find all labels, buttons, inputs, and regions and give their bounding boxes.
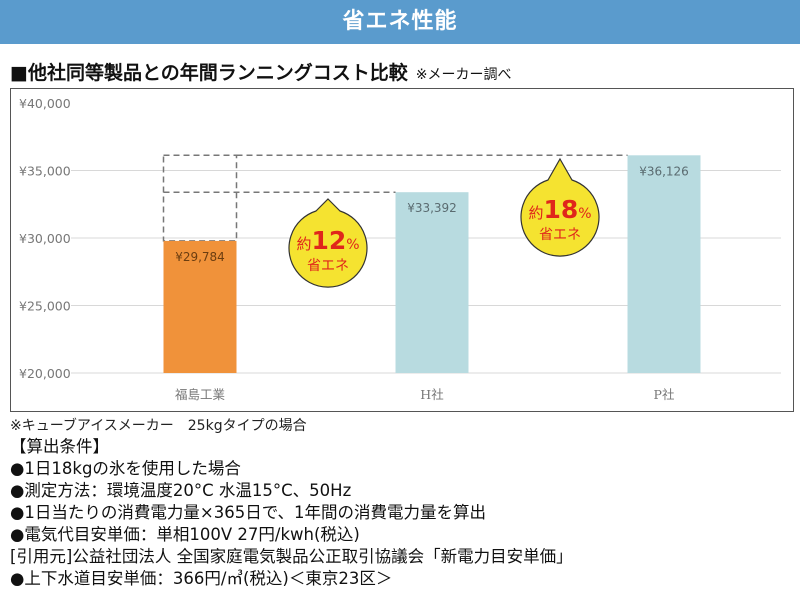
- y-tick-label: ¥40,000: [19, 96, 71, 111]
- chart-heading-note: ※メーカー調べ: [415, 67, 512, 83]
- chart-heading: ■他社同等製品との年間ランニングコスト比較 ※メーカー調べ: [10, 58, 512, 85]
- condition-line: ●上下水道目安単価：366円/㎥(税込)＜東京23区＞: [10, 569, 393, 588]
- bar-value-label: ¥29,784: [175, 250, 225, 264]
- condition-line: ●1日18kgの氷を使用した場合: [10, 459, 241, 478]
- condition-heading: 【算出条件】: [10, 437, 109, 456]
- condition-line: ●電気代目安単価：単相100V 27円/kwh(税込): [10, 525, 360, 544]
- condition-line: [引用元]公益社団法人 全国家庭電気製品公正取引協議会「新電力目安単価」: [10, 547, 573, 566]
- savings-caption: 省エネ: [307, 258, 349, 274]
- bar-value-label: ¥33,392: [407, 201, 457, 215]
- savings-percent-label: 約18%: [528, 195, 591, 224]
- y-tick-label: ¥35,000: [19, 164, 71, 179]
- y-tick-label: ¥20,000: [19, 366, 71, 381]
- banner-title: 省エネ性能: [342, 9, 458, 34]
- savings-bubble: [520, 157, 600, 257]
- bar-chart: ¥20,000 ¥25,000 ¥30,000 ¥35,000 ¥40,000 ¥29,7…: [19, 96, 781, 402]
- bar: [395, 192, 469, 373]
- savings-percent-label: 約12%: [296, 226, 359, 255]
- y-tick-label: ¥25,000: [19, 299, 71, 314]
- savings-caption: 省エネ: [539, 227, 581, 243]
- x-tick-label: P社: [654, 387, 675, 402]
- condition-line: ●1日当たりの消費電力量×365日で、1年間の消費電力量を算出: [10, 503, 487, 522]
- reference-box: [162, 154, 238, 242]
- page-banner: 省エネ性能: [0, 0, 800, 44]
- condition-line: ●測定方法：環境温度20°C 水温15°C、50Hz: [10, 481, 352, 500]
- footer-notes: ※キューブアイスメーカー 25kgタイプの場合 【算出条件】 ●1日18kgの氷…: [10, 416, 800, 590]
- bar: [163, 240, 237, 373]
- bar-value-label: ¥36,126: [639, 164, 689, 178]
- y-tick-label: ¥30,000: [19, 231, 71, 246]
- chart-heading-text: ■他社同等製品との年間ランニングコスト比較: [10, 62, 408, 84]
- chart-container: ¥20,000 ¥25,000 ¥30,000 ¥35,000 ¥40,000 ¥29,7…: [10, 88, 794, 412]
- bar: [627, 155, 701, 373]
- footnote: ※キューブアイスメーカー 25kgタイプの場合: [10, 418, 307, 434]
- x-tick-label: H社: [420, 387, 443, 402]
- savings-bubble: [288, 198, 368, 288]
- x-tick-label: 福島工業: [175, 387, 226, 402]
